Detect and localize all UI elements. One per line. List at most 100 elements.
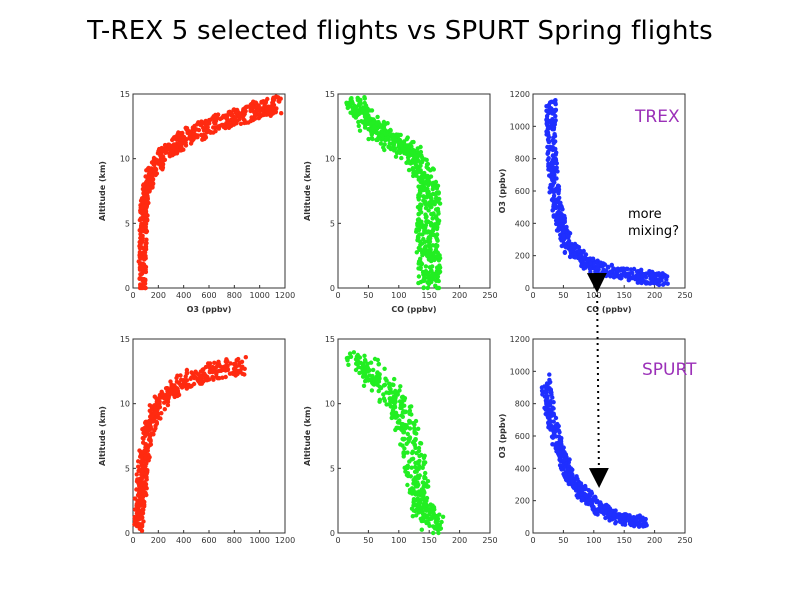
data-point [539, 388, 545, 393]
y-axis-label: O3 (ppbv) [498, 169, 507, 214]
data-point [148, 439, 153, 444]
data-point [368, 360, 374, 365]
data-point [423, 202, 428, 207]
data-point [412, 469, 418, 474]
data-point [206, 364, 212, 370]
y-tick-label: 400 [515, 219, 530, 228]
data-point [167, 151, 172, 157]
y-tick-label: 5 [125, 464, 130, 473]
data-point [423, 470, 428, 476]
data-point [207, 121, 212, 126]
data-point [428, 204, 433, 209]
data-point [139, 236, 144, 241]
data-point [406, 160, 412, 165]
data-point [346, 362, 351, 367]
data-point [240, 364, 245, 369]
data-point [552, 108, 558, 113]
data-point [141, 490, 146, 495]
data-point [547, 190, 552, 195]
x-tick-label: 150 [617, 291, 632, 300]
data-point [137, 249, 143, 255]
data-point [556, 226, 561, 231]
data-point [437, 265, 443, 270]
data-point [200, 367, 205, 372]
data-point [553, 139, 558, 144]
data-point [433, 247, 439, 253]
data-point [561, 445, 566, 450]
data-point [151, 181, 156, 186]
data-point [191, 131, 196, 136]
data-point [362, 353, 367, 358]
data-point [407, 420, 412, 425]
y-axis-label: Altitude (km) [303, 406, 312, 466]
data-point [432, 257, 437, 263]
data-point [277, 99, 282, 104]
data-point [179, 385, 185, 390]
data-point [138, 284, 143, 289]
data-point [421, 174, 426, 180]
data-point [550, 153, 556, 158]
data-point [429, 268, 434, 273]
data-point [147, 442, 153, 448]
data-point [418, 440, 423, 446]
data-point [400, 410, 406, 415]
y-tick-label: 5 [330, 464, 335, 473]
data-point [581, 255, 587, 260]
data-point [356, 119, 361, 125]
data-point [407, 404, 413, 410]
data-point [250, 104, 255, 109]
data-point [416, 266, 421, 271]
data-point [556, 434, 562, 439]
chart-trex-o3-altitude: 0 200 400 600 800 1000 1200 0 5 10 15 O3 (ppbv) Alti… [95, 88, 295, 318]
data-point [421, 455, 427, 461]
data-point [432, 225, 438, 231]
data-point [141, 269, 147, 274]
data-point [182, 379, 187, 385]
data-point [192, 123, 197, 129]
data-point [436, 218, 442, 224]
y-axis-label: Altitude (km) [98, 406, 107, 466]
data-point [427, 523, 432, 528]
data-point [135, 502, 140, 508]
data-point [382, 366, 387, 371]
x-tick-label: 100 [391, 536, 406, 545]
data-point [225, 367, 231, 372]
data-point [421, 285, 426, 290]
data-point [554, 176, 559, 181]
data-point [205, 125, 210, 130]
scatter-points [539, 372, 649, 529]
data-point [434, 195, 439, 201]
data-point [553, 204, 558, 209]
data-point [435, 518, 440, 524]
data-point [578, 253, 583, 259]
data-point [366, 136, 371, 142]
data-point [560, 222, 565, 227]
data-point [434, 285, 440, 291]
data-point [547, 372, 552, 377]
annotation-line-1: more [628, 207, 662, 222]
data-point [402, 446, 407, 451]
data-point [626, 278, 631, 283]
x-axis-label: CO (ppbv) [586, 305, 631, 314]
data-point [649, 272, 655, 278]
data-point [364, 121, 369, 127]
data-point [387, 396, 393, 401]
data-point [628, 267, 634, 272]
data-point [437, 512, 442, 517]
data-point [562, 250, 568, 255]
data-point [579, 491, 584, 497]
y-tick-label: 10 [325, 155, 335, 164]
data-point [579, 263, 584, 269]
x-tick-label: 150 [422, 291, 437, 300]
data-point [388, 404, 393, 409]
data-point [591, 495, 597, 501]
data-point [413, 445, 418, 451]
data-point [220, 375, 225, 380]
data-point [179, 145, 184, 150]
data-point [218, 364, 223, 369]
data-point [234, 118, 240, 124]
scatter-points [544, 98, 670, 288]
data-point [140, 435, 145, 441]
data-point [426, 248, 431, 253]
data-point [349, 96, 354, 101]
